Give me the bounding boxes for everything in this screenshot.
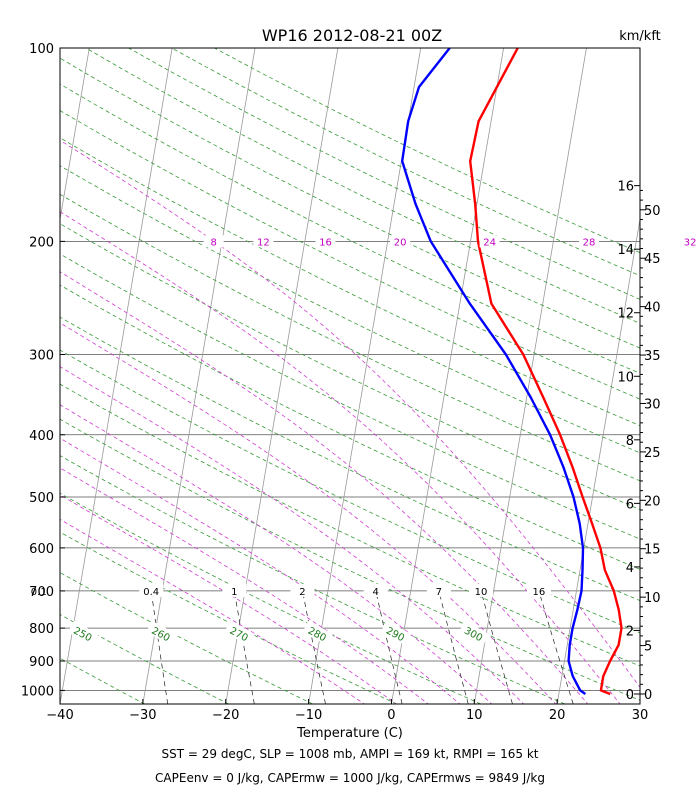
mixing-ratio-label: 4: [373, 587, 379, 598]
theta-e-label: 8: [210, 237, 216, 248]
kft-tick-label: 45: [644, 252, 661, 267]
x-tick-label: −10: [295, 708, 322, 723]
mixing-ratio-label: 7: [436, 587, 442, 598]
pressure-tick-label: 300: [29, 348, 54, 363]
kft-tick-label: 30: [644, 397, 661, 412]
kft-tick-label: 20: [644, 494, 661, 509]
km-tick-label: 8: [626, 434, 634, 449]
km-tick-label: 14: [617, 243, 634, 258]
km-tick-label: 10: [617, 370, 634, 385]
kft-tick-label: 40: [644, 301, 661, 316]
footer-line-2: CAPEenv = 0 J/kg, CAPErmw = 1000 J/kg, C…: [155, 771, 545, 785]
mixing-ratio-label: 0.4: [143, 587, 159, 598]
pressure-tick-label: 700: [29, 585, 54, 600]
km-tick-label: 2: [626, 624, 634, 639]
chart-title: WP16 2012-08-21 00Z: [262, 26, 442, 45]
theta-e-label: 32: [684, 237, 697, 248]
theta-e-label: 16: [319, 237, 332, 248]
pressure-tick-label: 400: [29, 429, 54, 444]
x-tick-label: 0: [387, 708, 395, 723]
km-tick-label: 12: [617, 307, 634, 322]
kft-tick-label: 35: [644, 349, 661, 364]
km-tick-label: 4: [626, 561, 634, 576]
pressure-tick-label: 200: [29, 235, 54, 250]
kft-tick-label: 0: [644, 688, 652, 703]
theta-e-label: 28: [583, 237, 596, 248]
pressure-tick-label: 500: [29, 491, 54, 506]
kft-tick-label: 5: [644, 640, 652, 655]
kft-tick-label: 10: [644, 591, 661, 606]
x-tick-label: −30: [129, 708, 156, 723]
x-tick-label: −20: [212, 708, 239, 723]
mixing-ratio-label: 10: [475, 587, 488, 598]
kft-tick-label: 15: [644, 543, 661, 558]
km-tick-label: 6: [626, 497, 634, 512]
x-tick-label: 30: [632, 708, 649, 723]
pressure-tick-label: 100: [29, 42, 54, 57]
pressure-tick-label: 1000: [21, 684, 54, 699]
x-tick-label: 10: [466, 708, 483, 723]
theta-e-label: 24: [483, 237, 496, 248]
theta-e-label: 20: [394, 237, 407, 248]
kft-tick-label: 25: [644, 446, 661, 461]
km-tick-label: 0: [626, 688, 634, 703]
pressure-tick-label: 600: [29, 542, 54, 557]
pressure-tick-label: 900: [29, 655, 54, 670]
right-axis-label: km/kft: [619, 29, 661, 44]
mixing-ratio-label: 16: [533, 587, 546, 598]
kft-tick-label: 50: [644, 204, 661, 219]
x-axis-label: Temperature (C): [296, 726, 403, 741]
mixing-ratio-label: 2: [299, 587, 305, 598]
footer-line-1: SST = 29 degC, SLP = 1008 mb, AMPI = 169…: [161, 747, 538, 761]
x-tick-label: 20: [549, 708, 566, 723]
theta-e-label: 12: [257, 237, 270, 248]
pressure-tick-label: 800: [29, 622, 54, 637]
x-tick-label: −40: [46, 708, 73, 723]
mixing-ratio-label: 1: [231, 587, 237, 598]
km-tick-label: 16: [617, 180, 634, 195]
